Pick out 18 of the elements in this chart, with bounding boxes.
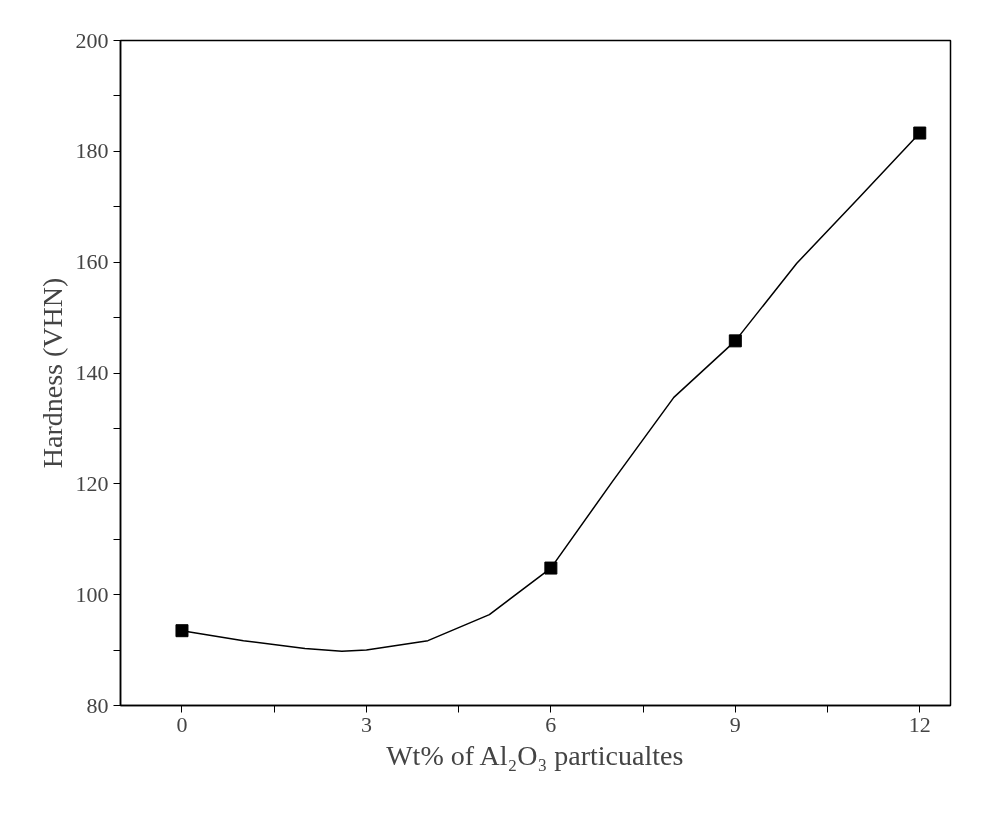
- y-axis-title: Hardness (VHN): [36, 277, 68, 469]
- x-tick-label: 0: [176, 711, 188, 737]
- y-tick-label: 160: [75, 249, 109, 275]
- point: [544, 561, 558, 575]
- y-tick-label: 120: [75, 470, 109, 496]
- x-tick-label: 3: [360, 711, 372, 737]
- y-tick-label: 140: [75, 360, 109, 385]
- y-tick-label: 180: [75, 138, 109, 164]
- x-tick-label: 6: [545, 711, 557, 737]
- x-tick-label: 9: [729, 711, 741, 737]
- x-axis-title: Wt% of Al₂O₃ particualtes: [386, 739, 684, 771]
- y-tick-label: 100: [75, 581, 109, 607]
- y-tick-label: 200: [75, 27, 109, 53]
- point: [175, 624, 189, 638]
- y-tick-label: 80: [86, 692, 109, 718]
- x-tick-label: 12: [908, 711, 931, 737]
- point: [728, 334, 742, 348]
- point: [913, 126, 927, 140]
